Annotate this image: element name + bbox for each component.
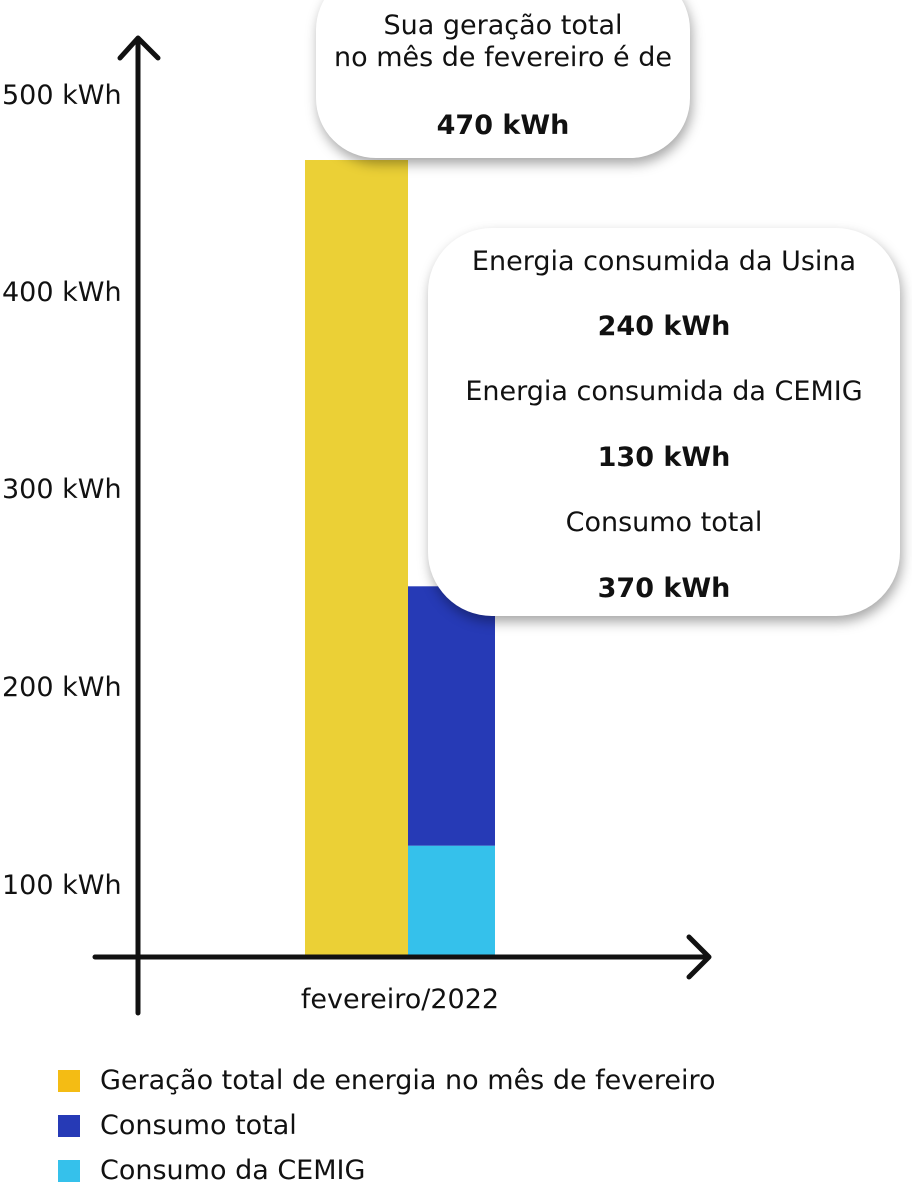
generation-callout: Sua geração total no mês de fevereiro é … bbox=[316, 0, 690, 158]
bars-group bbox=[305, 160, 495, 957]
bar-total-consumption bbox=[408, 586, 495, 846]
y-tick-label-400: 400 kWh bbox=[2, 277, 122, 308]
y-tick-label-500: 500 kWh bbox=[2, 80, 122, 111]
y-tick-label-100: 100 kWh bbox=[2, 870, 122, 901]
usina-consumption-value: 240 kWh bbox=[597, 311, 731, 342]
consumption-callout: Energia consumida da Usina 240 kWh Energ… bbox=[428, 228, 900, 616]
generation-callout-line1: Sua geração total bbox=[383, 10, 623, 41]
y-tick-label-300: 300 kWh bbox=[2, 474, 122, 505]
legend-swatch-generation bbox=[58, 1070, 80, 1092]
total-consumption-label: Consumo total bbox=[565, 507, 763, 538]
generation-callout-line2: no mês de fevereiro é de bbox=[334, 42, 672, 73]
axes bbox=[92, 35, 712, 1016]
cemig-consumption-label: Energia consumida da CEMIG bbox=[465, 376, 863, 407]
cemig-consumption-value: 130 kWh bbox=[597, 442, 731, 473]
total-consumption-value: 370 kWh bbox=[597, 573, 731, 604]
legend-swatch-total-consumption bbox=[58, 1115, 80, 1137]
bar-cemig-consumption bbox=[408, 845, 495, 957]
y-tick-label-200: 200 kWh bbox=[2, 672, 122, 703]
legend-label-cemig-consumption: Consumo da CEMIG bbox=[100, 1155, 366, 1186]
legend-swatch-cemig-consumption bbox=[58, 1160, 80, 1182]
bar-generation bbox=[305, 160, 408, 957]
legend-label-total-consumption: Consumo total bbox=[100, 1110, 297, 1141]
generation-callout-value: 470 kWh bbox=[436, 110, 570, 141]
x-category-label: fevereiro/2022 bbox=[300, 984, 500, 1015]
legend-label-generation: Geração total de energia no mês de fever… bbox=[100, 1065, 716, 1096]
usina-consumption-label: Energia consumida da Usina bbox=[471, 246, 857, 277]
x-axis-arrow bbox=[686, 934, 712, 980]
y-axis-arrow bbox=[117, 35, 161, 61]
